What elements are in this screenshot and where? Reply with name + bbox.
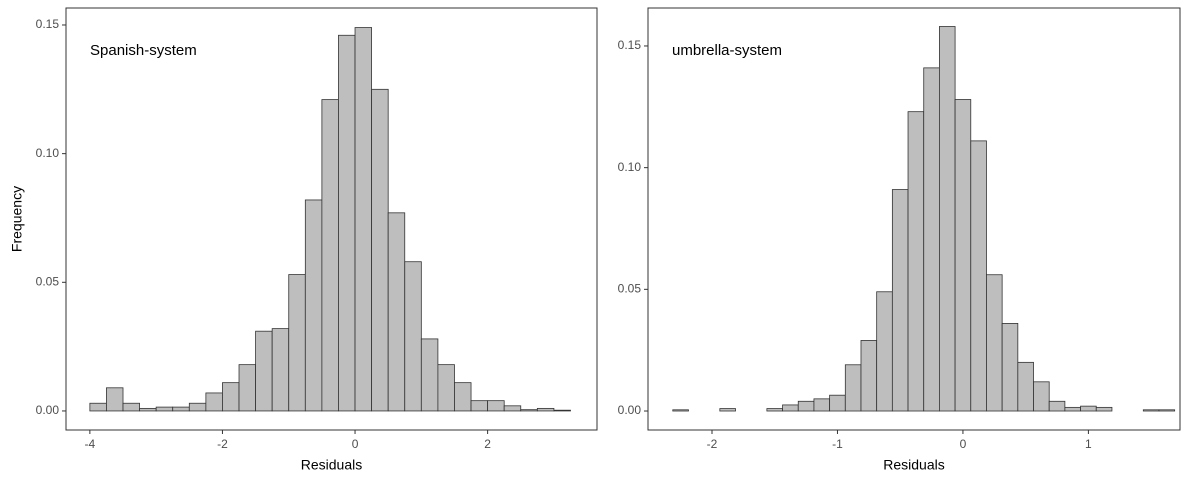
y-tick-label: 0.10: [618, 160, 642, 174]
x-tick-label: -2: [217, 437, 228, 451]
bar: [954, 99, 972, 412]
bar: [1142, 409, 1160, 412]
bar: [536, 407, 555, 412]
x-axis-label: Residuals: [883, 457, 944, 473]
bar: [371, 88, 389, 412]
bar: [1033, 381, 1050, 412]
bar: [106, 387, 124, 412]
bar: [1017, 361, 1034, 412]
x-tick-label: 2: [484, 437, 491, 451]
bar: [923, 67, 940, 412]
x-tick-label: 1: [1085, 437, 1092, 451]
plot-frame: [647, 7, 1181, 431]
y-tick-label: 0.10: [36, 146, 60, 160]
bar: [354, 27, 373, 412]
bar: [454, 382, 472, 412]
bar: [487, 400, 505, 412]
y-tick-label: 0.05: [36, 274, 60, 288]
bar: [1158, 409, 1176, 412]
bar: [844, 364, 862, 412]
bar: [89, 402, 107, 412]
y-tick-label: 0.15: [618, 38, 642, 52]
bar: [766, 408, 783, 412]
bar: [255, 330, 273, 412]
annotation: umbrella-system: [672, 42, 782, 59]
bar: [876, 291, 893, 412]
bar: [891, 189, 909, 412]
bar: [205, 392, 223, 412]
bar: [1001, 323, 1019, 412]
bar: [271, 328, 290, 412]
bar: [172, 406, 190, 412]
x-tick-label: -4: [85, 437, 96, 451]
bar: [437, 364, 455, 412]
bar: [1064, 406, 1081, 412]
y-axis-label: Frequency: [9, 186, 25, 252]
bar: [387, 212, 406, 412]
y-tick-label: 0.00: [618, 403, 642, 417]
bar: [338, 34, 356, 412]
bar: [520, 409, 538, 412]
bar: [970, 140, 987, 412]
plot-frame: [65, 7, 598, 431]
bar: [1080, 405, 1097, 412]
y-tick-label: 0.15: [36, 17, 60, 31]
bar: [907, 111, 925, 412]
bar: [1048, 400, 1066, 412]
bar: [553, 409, 571, 412]
x-tick-label: 0: [960, 437, 967, 451]
bar: [503, 405, 522, 412]
bar: [719, 408, 736, 412]
bar: [420, 338, 439, 412]
bar: [797, 400, 815, 412]
bar: [782, 404, 799, 412]
bar: [122, 402, 140, 412]
y-tick-label: 0.00: [36, 403, 60, 417]
bar: [304, 199, 323, 412]
y-tick-label: 0.05: [618, 282, 642, 296]
bar: [939, 26, 956, 412]
bar: [860, 340, 878, 412]
x-tick-label: -1: [832, 437, 843, 451]
bar: [238, 364, 256, 412]
x-axis-label: Residuals: [301, 457, 362, 473]
bar: [1095, 406, 1113, 412]
bar: [829, 394, 846, 412]
bar: [404, 261, 422, 412]
bar: [321, 99, 339, 412]
bar: [986, 274, 1003, 412]
bar: [288, 274, 306, 412]
bar: [188, 402, 207, 412]
annotation: Spanish-system: [90, 42, 197, 59]
x-tick-label: -2: [707, 437, 718, 451]
bar: [672, 409, 689, 412]
bar: [222, 382, 240, 412]
bar: [155, 406, 174, 412]
bar: [470, 400, 489, 412]
bar: [139, 407, 157, 412]
bar: [813, 398, 831, 412]
x-tick-label: 0: [352, 437, 359, 451]
